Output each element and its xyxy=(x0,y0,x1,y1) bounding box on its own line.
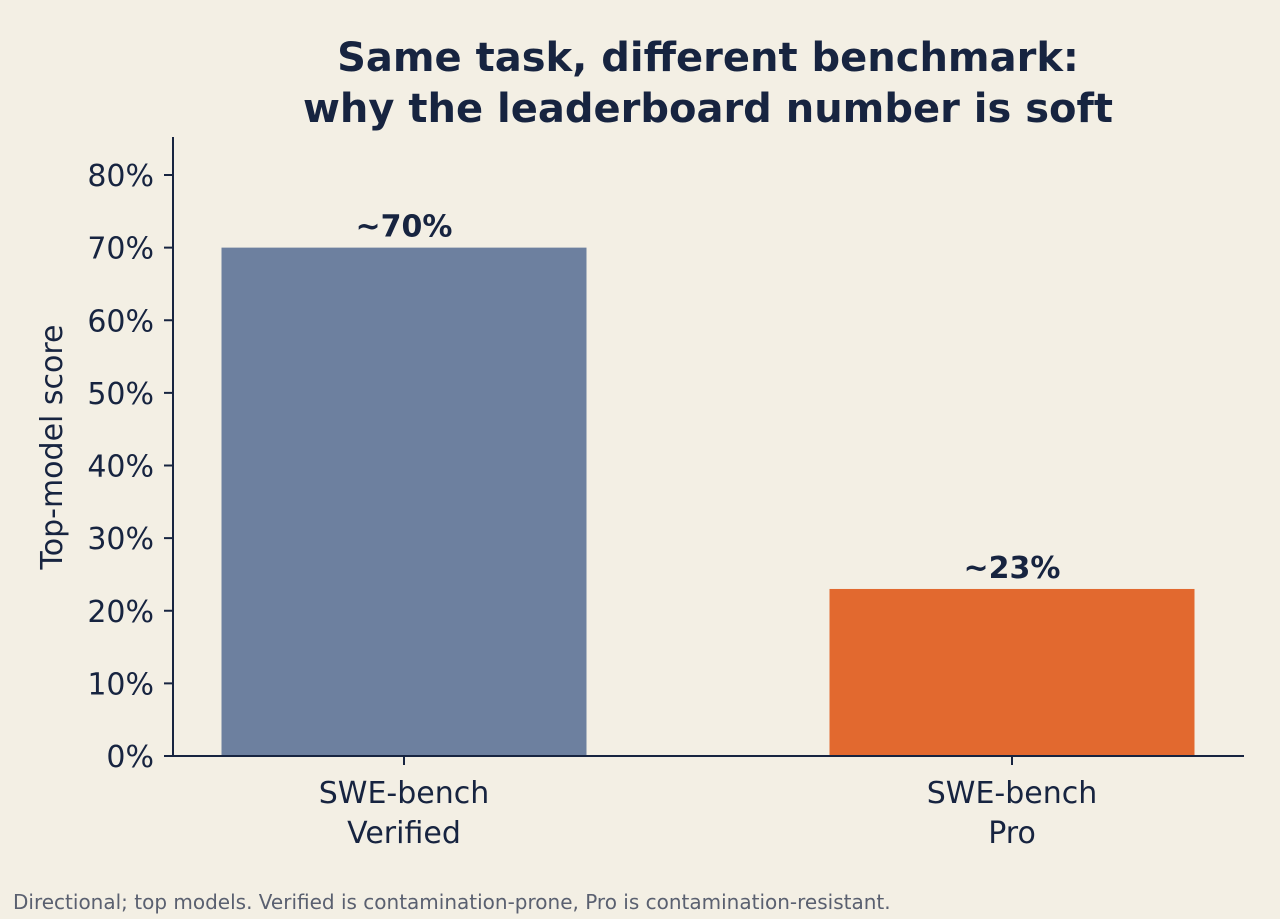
x-tick-label-0-line-1: Verified xyxy=(347,816,461,851)
y-tick-label-3: 30% xyxy=(87,522,154,557)
x-axis-ticks: SWE-bench Verified SWE-bench Pro xyxy=(319,756,1098,851)
y-axis-ticks: 0% 10% 20% 30% 40% 50% 60% 70% 80% xyxy=(87,159,173,775)
x-tick-label-1-line-0: SWE-bench xyxy=(927,776,1098,811)
x-tick-label-0-line-0: SWE-bench xyxy=(319,776,490,811)
x-tick-label-1-line-1: Pro xyxy=(988,816,1036,851)
y-tick-label-4: 40% xyxy=(87,450,154,485)
footnote: Directional; top models. Verified is con… xyxy=(13,890,891,914)
y-tick-label-5: 50% xyxy=(87,377,154,412)
chart-title: Same task, different benchmark: why the … xyxy=(303,35,1113,132)
y-tick-label-0: 0% xyxy=(106,740,154,775)
value-label-1: ~23% xyxy=(964,551,1061,586)
bars xyxy=(221,247,1195,756)
y-tick-label-6: 60% xyxy=(87,304,154,339)
value-label-0: ~70% xyxy=(356,210,453,245)
y-tick-label-7: 70% xyxy=(87,232,154,267)
chart-title-line-1: Same task, different benchmark: xyxy=(337,35,1079,81)
value-labels: ~70% ~23% xyxy=(356,210,1061,586)
y-tick-label-8: 80% xyxy=(87,159,154,194)
bar-0 xyxy=(221,247,587,756)
y-axis-label: Top-model score xyxy=(35,324,70,570)
bar-1 xyxy=(829,588,1195,756)
y-tick-label-2: 20% xyxy=(87,595,154,630)
chart-title-line-2: why the leaderboard number is soft xyxy=(303,86,1113,132)
y-tick-label-1: 10% xyxy=(87,667,154,702)
